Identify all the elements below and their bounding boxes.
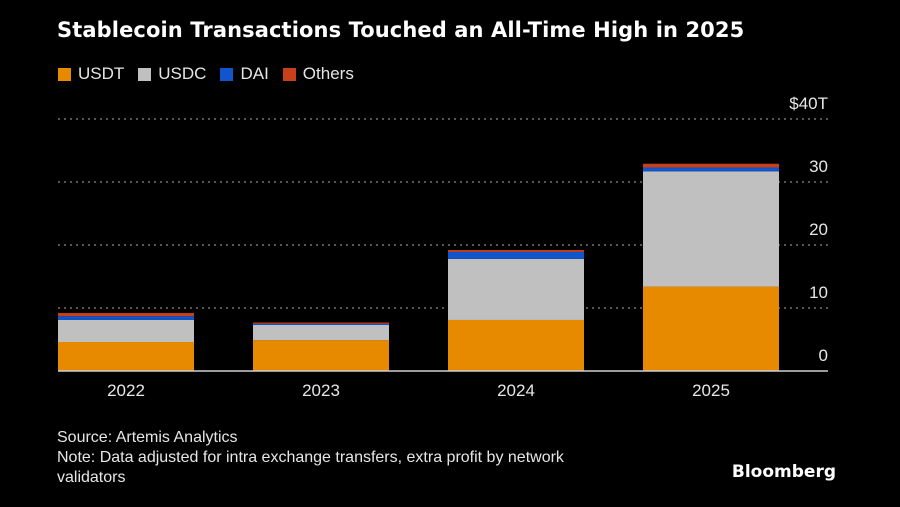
legend-swatch-usdt xyxy=(58,67,71,81)
x-tick-label: 2022 xyxy=(107,381,145,400)
bar-dai-2024 xyxy=(448,251,584,259)
chart-title: Stablecoin Transactions Touched an All-T… xyxy=(57,18,745,42)
bar-usdt-2023 xyxy=(253,340,389,371)
bar-usdc-2024 xyxy=(448,258,584,320)
bar-others-2022 xyxy=(58,313,194,317)
y-tick-label: $40T xyxy=(789,94,828,113)
y-tick-label: 0 xyxy=(819,346,828,365)
bar-dai-2023 xyxy=(253,323,389,326)
x-tick-label: 2024 xyxy=(497,381,535,400)
bar-usdt-2022 xyxy=(58,342,194,371)
source-text: Source: Artemis Analytics xyxy=(57,429,238,446)
bar-usdc-2025 xyxy=(643,171,779,287)
x-tick-label: 2025 xyxy=(692,381,730,400)
note-text: Note: Data adjusted for intra exchange t… xyxy=(57,449,564,486)
chart-footer: Source: Artemis Analytics Note: Data adj… xyxy=(57,428,617,488)
legend-label-usdc: USDC xyxy=(158,64,207,83)
bar-usdt-2024 xyxy=(448,319,584,371)
bar-others-2024 xyxy=(448,250,584,252)
legend-swatch-others xyxy=(282,67,296,81)
y-tick-label: 30 xyxy=(809,157,828,176)
legend-item-usdt: USDT xyxy=(58,64,124,84)
legend-item-usdc: USDC xyxy=(138,64,206,84)
legend-label-dai: DAI xyxy=(240,64,269,83)
legend-label-usdt: USDT xyxy=(78,64,125,83)
bar-others-2023 xyxy=(253,322,389,324)
bar-dai-2025 xyxy=(643,167,779,172)
legend-swatch-usdc xyxy=(138,67,152,81)
bar-usdc-2022 xyxy=(58,319,194,343)
y-tick-label: 20 xyxy=(809,220,828,239)
bar-usdt-2025 xyxy=(643,286,779,371)
legend-label-others: Others xyxy=(302,64,354,83)
legend: USDT USDC DAI Others xyxy=(58,64,368,84)
bar-usdc-2023 xyxy=(253,325,389,341)
x-tick-label: 2023 xyxy=(302,381,340,400)
bar-dai-2022 xyxy=(58,316,194,320)
y-tick-label: 10 xyxy=(809,283,828,302)
legend-item-others: Others xyxy=(282,64,354,84)
bloomberg-logo: Bloomberg xyxy=(731,462,836,482)
bar-others-2025 xyxy=(643,163,779,168)
legend-swatch-dai xyxy=(220,67,234,81)
chart-canvas: 0 10 20 30 $40T 2022 2023 2024 2025 xyxy=(58,94,828,400)
legend-item-dai: DAI xyxy=(220,64,269,84)
